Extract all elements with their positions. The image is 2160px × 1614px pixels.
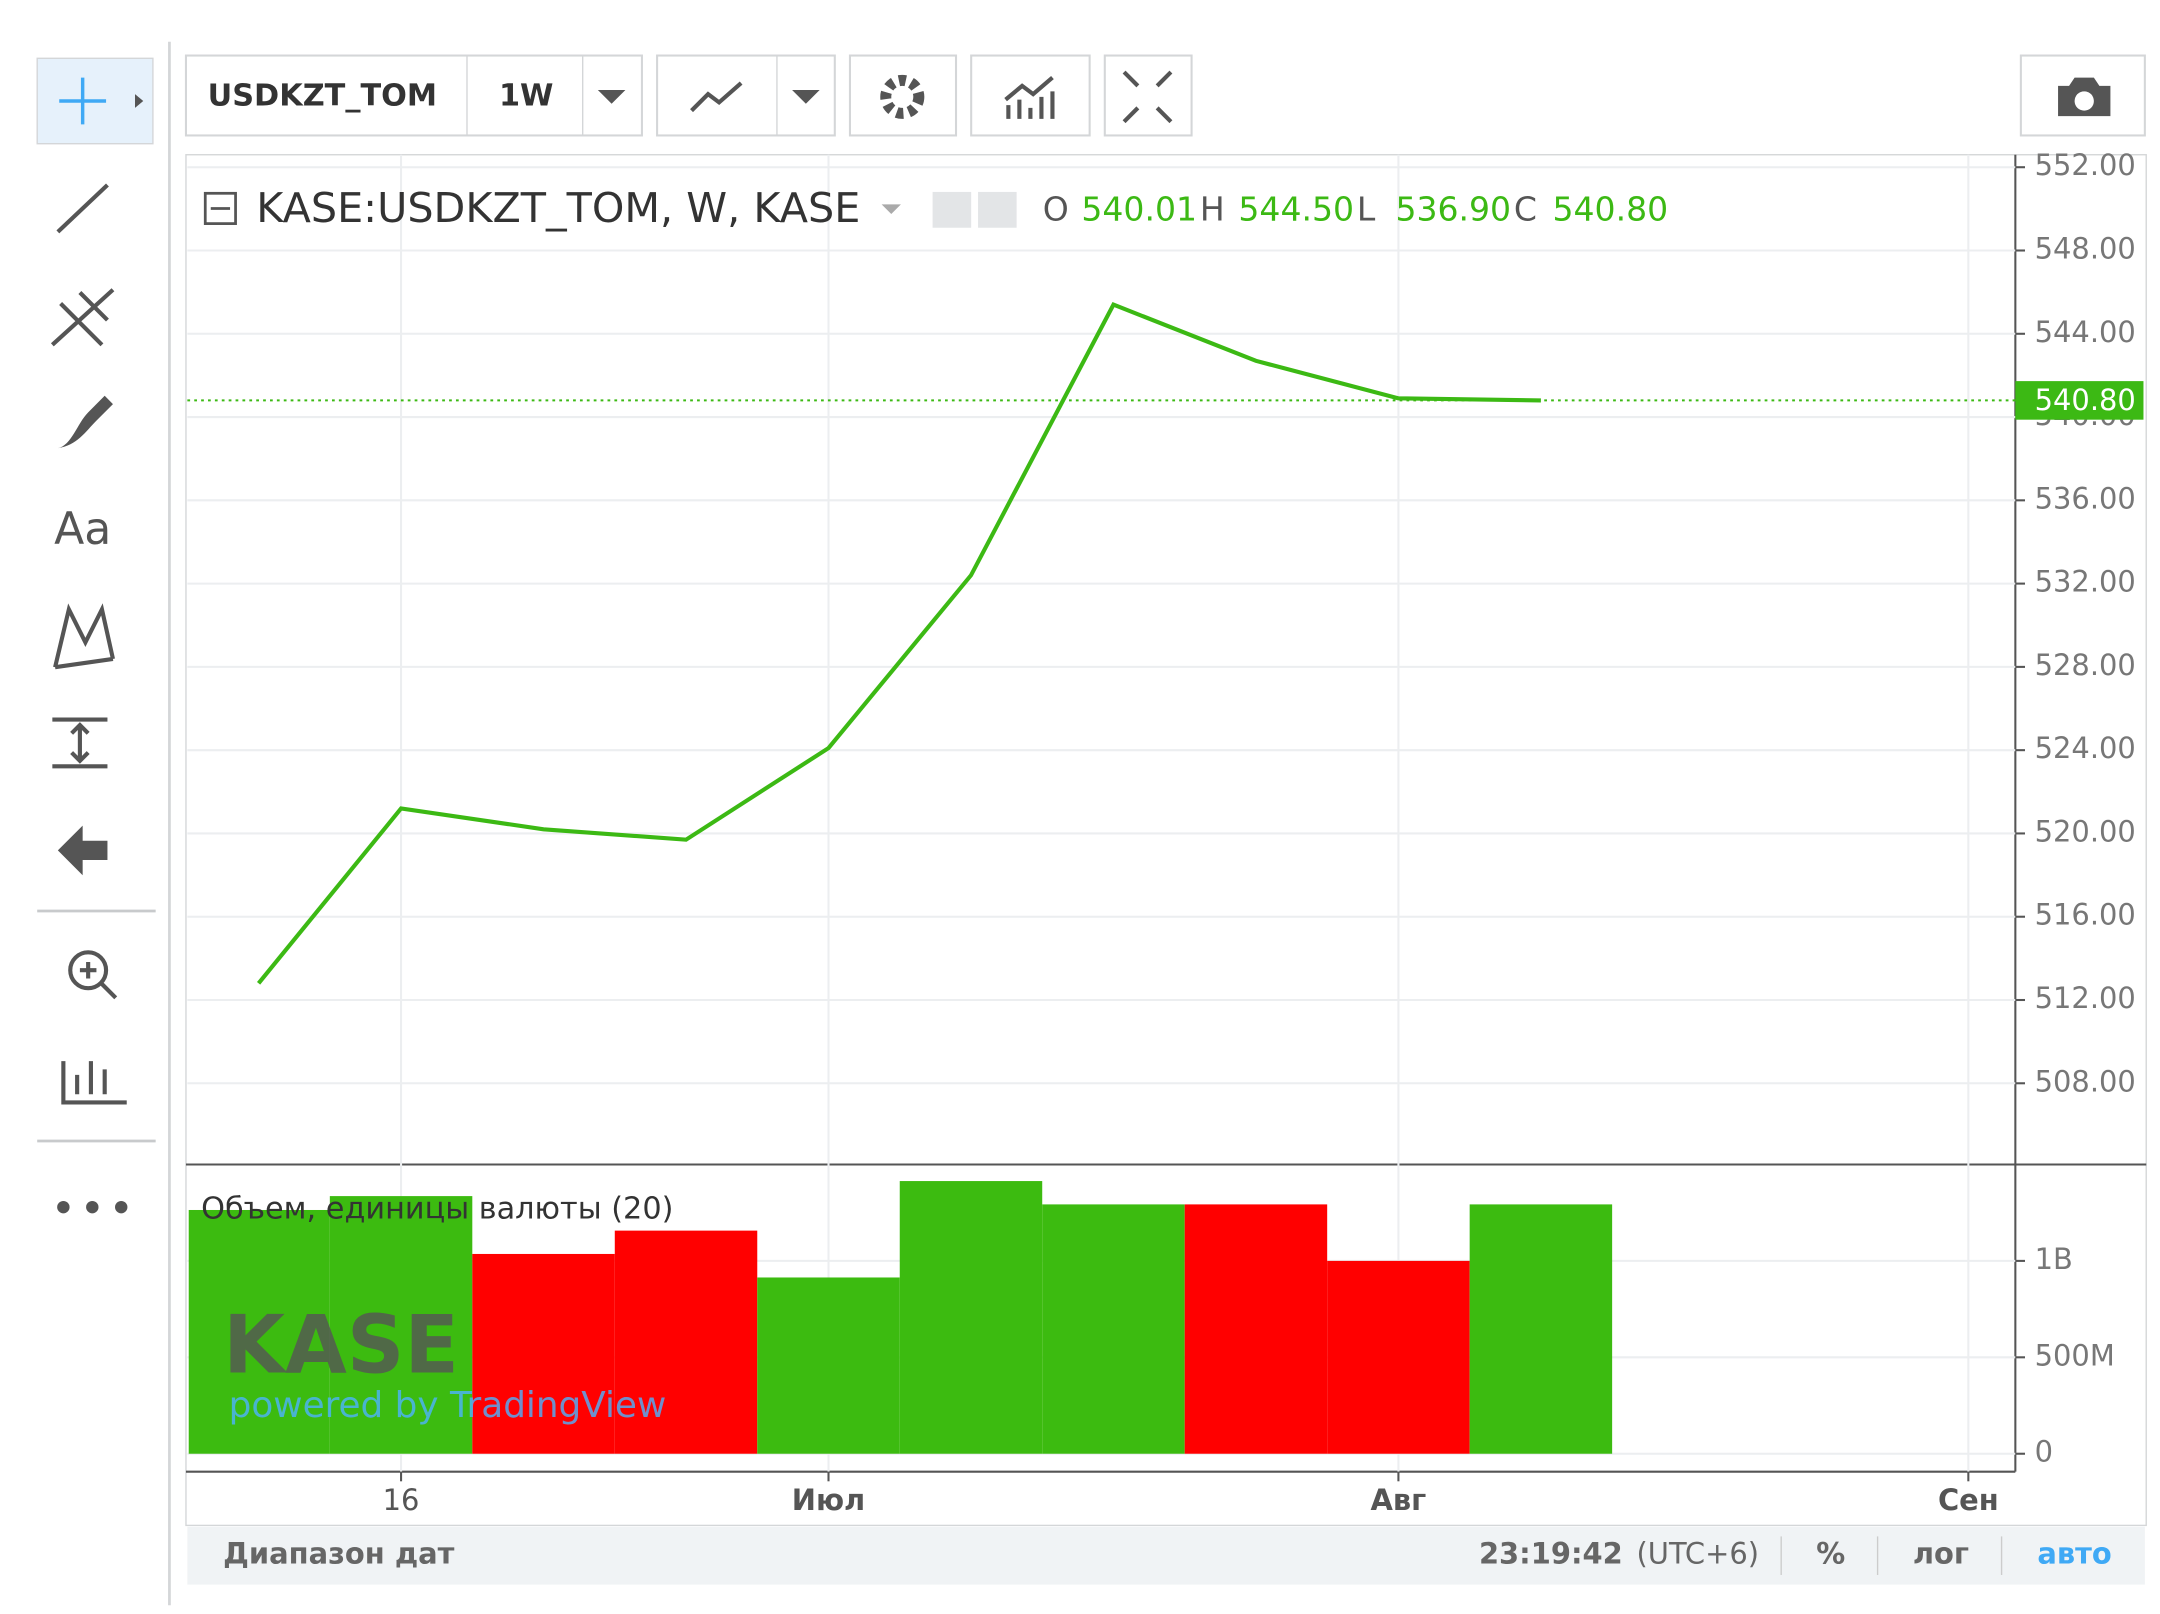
- ohlc-value: 544.50: [1238, 190, 1354, 229]
- interval-button[interactable]: 1W: [499, 78, 554, 113]
- zoom-icon: [79, 961, 118, 1000]
- settings-button[interactable]: [848, 54, 958, 137]
- interval-dropdown[interactable]: [597, 89, 626, 104]
- ohlc-key: C: [1514, 190, 1537, 229]
- y-tick-label: 0: [2035, 1435, 2053, 1469]
- volume-bar: [899, 1181, 1043, 1454]
- timezone[interactable]: (UTC+6): [1637, 1537, 1759, 1571]
- trendline-tool[interactable]: [56, 183, 109, 234]
- plot: 540.80: [187, 302, 2144, 1454]
- watermark-caption: powered by TradingView: [229, 1385, 667, 1426]
- symbol-group: [184, 54, 643, 137]
- y-tick-label: 548.00: [2035, 231, 2136, 265]
- y-tick-label: 508.00: [2035, 1064, 2136, 1098]
- fullscreen-icon: [1122, 70, 1173, 124]
- zoom-tool[interactable]: [68, 950, 109, 991]
- last-price-box: [2015, 381, 2144, 420]
- settings-icon: [880, 74, 925, 119]
- volume-bar: [614, 1230, 758, 1454]
- y-tick-label: 1B: [2035, 1242, 2073, 1276]
- camera-lens: [2074, 91, 2094, 111]
- volume-bar: [1327, 1260, 1470, 1454]
- y-tick-label: 528.00: [2035, 648, 2136, 682]
- ohlc-key: H: [1200, 190, 1225, 229]
- y-tick-label: 532.00: [2035, 565, 2136, 599]
- tool-arrow: [135, 94, 144, 108]
- x-tick-label: Июл: [792, 1483, 865, 1517]
- volume-bar: [472, 1253, 615, 1454]
- y-tick-label: 536.00: [2035, 481, 2136, 515]
- footer-bar: [187, 1526, 2145, 1585]
- price-line: [256, 302, 1541, 985]
- volume-bar: [1184, 1204, 1328, 1454]
- legend-title: KASE:USDKZT_TOM, W, KASE: [256, 184, 860, 232]
- y-tick-label: 512.00: [2035, 981, 2136, 1015]
- volume-bar: [188, 1209, 330, 1454]
- ohlc-key: L: [1357, 190, 1376, 229]
- crosshair-icon: [59, 77, 107, 125]
- x-tick-label: Авг: [1371, 1483, 1427, 1517]
- ohlc-key: O: [1043, 190, 1069, 229]
- text-tool[interactable]: Aa: [54, 504, 111, 555]
- style-dropdown[interactable]: [792, 89, 820, 104]
- back-tool[interactable]: [57, 825, 108, 876]
- scale-tool[interactable]: [61, 1061, 127, 1105]
- legend-settings[interactable]: [978, 191, 1017, 228]
- fullscreen-button[interactable]: [1103, 54, 1193, 137]
- y-tick-label: 516.00: [2035, 898, 2136, 932]
- more-tools[interactable]: [57, 1200, 128, 1214]
- symbol-input[interactable]: USDKZT_TOM: [208, 78, 437, 113]
- y-tick-label: 544.00: [2035, 315, 2136, 349]
- y-tick-label: 524.00: [2035, 731, 2136, 765]
- volume-bar: [329, 1196, 473, 1454]
- line-style-icon: [690, 81, 743, 113]
- pitchfork-tool[interactable]: [50, 288, 115, 347]
- brush-tool[interactable]: [57, 395, 113, 449]
- collapse-button[interactable]: [203, 191, 237, 225]
- pattern-tool[interactable]: [53, 603, 115, 670]
- measure-tool[interactable]: [52, 717, 108, 769]
- volume-title: Объем, единицы валюты (20): [201, 1191, 673, 1226]
- ohlc-value: 540.80: [1553, 190, 1669, 229]
- log-button[interactable]: лог: [1913, 1537, 1969, 1571]
- chart-frame: [185, 154, 2147, 1527]
- volume-bar: [1042, 1204, 1185, 1454]
- volume-bar: [1469, 1204, 1613, 1454]
- ohlc-value: 540.01: [1081, 190, 1197, 229]
- x-tick-label: 16: [383, 1483, 420, 1517]
- percent-button[interactable]: %: [1816, 1537, 1845, 1571]
- volume-bar: [757, 1277, 900, 1454]
- grid: 508.00 512.00 516.00 520.00 524.00 528.00 532.…: [187, 148, 2136, 1517]
- indicators-icon: [1004, 76, 1055, 119]
- x-tick-label: Сен: [1938, 1483, 1999, 1517]
- auto-button[interactable]: авто: [2037, 1537, 2111, 1571]
- legend-visibility[interactable]: [932, 191, 972, 228]
- y-tick-label: 500M: [2035, 1338, 2115, 1372]
- indicators-button[interactable]: [970, 54, 1091, 137]
- last-price-label: 540.80: [2035, 383, 2136, 417]
- clock: 23:19:42: [1479, 1537, 1623, 1571]
- legend-dropdown[interactable]: [881, 204, 901, 214]
- y-tick-label: 552.00: [2035, 148, 2136, 182]
- date-range-button[interactable]: Диапазон дат: [223, 1537, 455, 1571]
- y-tick-label: 520.00: [2035, 814, 2136, 848]
- ohlc-value: 536.90: [1395, 190, 1511, 229]
- ohlc: O 540.01 H 544.50 L 536.90 C 540.80: [1043, 190, 1668, 229]
- watermark-logo: KASE: [223, 1298, 459, 1391]
